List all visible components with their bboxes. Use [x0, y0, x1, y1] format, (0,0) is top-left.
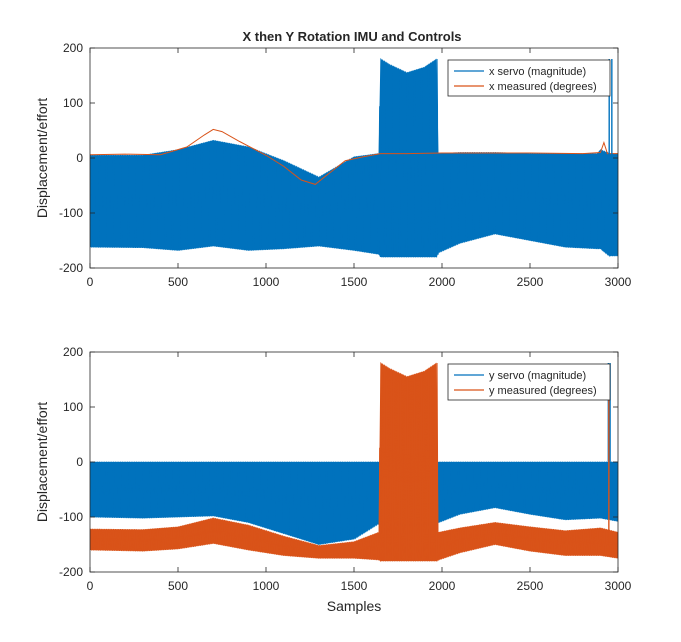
bottom-ytick-label-2: 0: [76, 455, 83, 469]
bottom-xtick-label-6: 3000: [605, 579, 632, 593]
top-ytick-label-0: -200: [59, 261, 83, 275]
top-legend-label-1: x measured (degrees): [489, 81, 597, 93]
top-ticks: 0 500 1000 1500 2000 2500 3000 -200 -100 0 100 200: [59, 41, 632, 289]
bottom-ylabel: Displacement/effort: [34, 402, 50, 522]
top-xtick-label-3: 1500: [341, 275, 368, 289]
bottom-legend-label-1: y measured (degrees): [489, 385, 597, 397]
top-xtick-label-1: 500: [168, 275, 188, 289]
bottom-ytick-label-1: -100: [59, 510, 83, 524]
top-ytick-label-1: -100: [59, 206, 83, 220]
top-ytick-label-2: 0: [76, 151, 83, 165]
bottom-xlabel: Samples: [327, 598, 381, 614]
top-xtick-label-6: 3000: [605, 275, 632, 289]
bottom-xtick-label-4: 2000: [429, 579, 456, 593]
bottom-ytick-label-4: 200: [63, 345, 83, 359]
bottom-ytick-label-0: -200: [59, 565, 83, 579]
bottom-plot-marks: [90, 361, 618, 563]
bottom-ytick-label-3: 100: [63, 400, 83, 414]
top-xtick-label-5: 2500: [517, 275, 544, 289]
bottom-xtick-label-0: 0: [87, 579, 94, 593]
bottom-subplot: 0 500 1000 1500 2000 2500 3000-200-1000100200 …: [34, 345, 632, 614]
bottom-legend: y servo (magnitude) y measured (degrees): [447, 363, 611, 401]
bottom-xtick-label-5: 2500: [517, 579, 544, 593]
top-legend-box: [447, 59, 611, 97]
top-xtick-label-4: 2000: [429, 275, 456, 289]
top-plot-marks: [90, 57, 618, 258]
bottom-series-0-line: [90, 461, 618, 546]
figure-title: X then Y Rotation IMU and Controls: [242, 29, 461, 44]
top-subplot: 0 500 1000 1500 2000 2500 3000-200-1000100200 …: [34, 41, 632, 289]
bottom-legend-label-0: y servo (magnitude): [489, 370, 586, 382]
top-series-1-line: [90, 128, 618, 185]
top-xtick-label-0: 0: [87, 275, 94, 289]
top-legend: x servo (magnitude) x measured (degrees): [447, 59, 611, 97]
bottom-series-1-line: [90, 361, 618, 563]
bottom-xtick-label-3: 1500: [341, 579, 368, 593]
top-ytick-label-4: 200: [63, 41, 83, 55]
bottom-ticks: 0 500 1000 1500 2000 2500 3000 -200 -100 0 100 200: [59, 345, 632, 593]
top-legend-label-0: x servo (magnitude): [489, 66, 586, 78]
top-series-0-line: [90, 57, 618, 258]
top-xtick-label-2: 1000: [253, 275, 280, 289]
bottom-xtick-label-2: 1000: [253, 579, 280, 593]
bottom-legend-box: [447, 363, 611, 401]
top-ytick-label-3: 100: [63, 96, 83, 110]
top-ylabel: Displacement/effort: [34, 98, 50, 218]
bottom-xtick-label-1: 500: [168, 579, 188, 593]
